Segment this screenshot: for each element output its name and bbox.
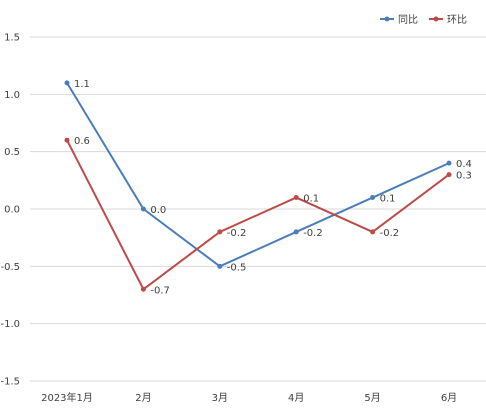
data-label: -0.2	[380, 228, 400, 239]
data-point	[140, 206, 146, 212]
data-point	[64, 137, 70, 143]
series-layer	[64, 80, 452, 292]
data-point	[446, 172, 452, 178]
y-tick-label: 0.5	[4, 147, 20, 158]
series-line-mom	[66, 139, 450, 291]
legend-label: 同比	[398, 14, 418, 26]
data-label: -0.7	[150, 285, 170, 296]
y-axis-ticks: 1.5 1.0 0.5 0.0 -0.5 -1.0 -1.5	[0, 33, 20, 388]
y-tick-label: 0.0	[4, 205, 20, 216]
y-tick-label: -0.5	[0, 262, 20, 273]
y-tick-label: -1.5	[0, 377, 20, 388]
legend-label: 环比	[447, 14, 467, 26]
data-point	[446, 160, 452, 166]
data-point	[217, 263, 223, 269]
x-tick-label: 4月	[288, 392, 304, 404]
grid-layer	[30, 36, 486, 382]
data-label: 0.1	[303, 194, 319, 205]
data-label: 0.0	[150, 205, 166, 216]
y-tick-label: 1.0	[4, 90, 20, 101]
legend-swatch-marker	[433, 16, 439, 22]
data-label: 0.4	[456, 159, 472, 170]
data-label: -0.2	[227, 228, 247, 239]
data-point	[293, 229, 299, 235]
data-label: -0.5	[227, 262, 247, 273]
data-label: -0.2	[303, 228, 323, 239]
series-line-yoy	[66, 82, 450, 268]
data-point	[370, 229, 376, 235]
data-labels: 1.1 0.0 -0.5 -0.2 0.1 0.4 0.6 -0.7 -0.2 0.1 -0.2 0.…	[74, 79, 472, 296]
data-label: 1.1	[74, 79, 90, 90]
x-tick-label: 3月	[212, 392, 228, 404]
y-tick-label: -1.0	[0, 319, 20, 330]
data-point	[370, 195, 376, 201]
y-tick-label: 1.5	[4, 33, 20, 44]
data-label: 0.6	[74, 136, 90, 147]
legend-swatch-marker	[384, 16, 390, 22]
data-point	[217, 229, 223, 235]
x-tick-label: 2月	[135, 392, 151, 404]
data-point	[140, 286, 146, 292]
x-tick-label: 5月	[364, 392, 380, 404]
x-tick-label: 2023年1月	[41, 391, 93, 404]
data-point	[293, 195, 299, 201]
data-label: 0.1	[380, 194, 396, 205]
data-point	[64, 80, 70, 86]
legend: 同比 环比	[380, 14, 467, 26]
data-label: 0.3	[456, 171, 472, 182]
x-tick-label: 6月	[441, 392, 457, 404]
x-axis-ticks: 2023年1月 2月 3月 4月 5月 6月	[41, 391, 457, 404]
